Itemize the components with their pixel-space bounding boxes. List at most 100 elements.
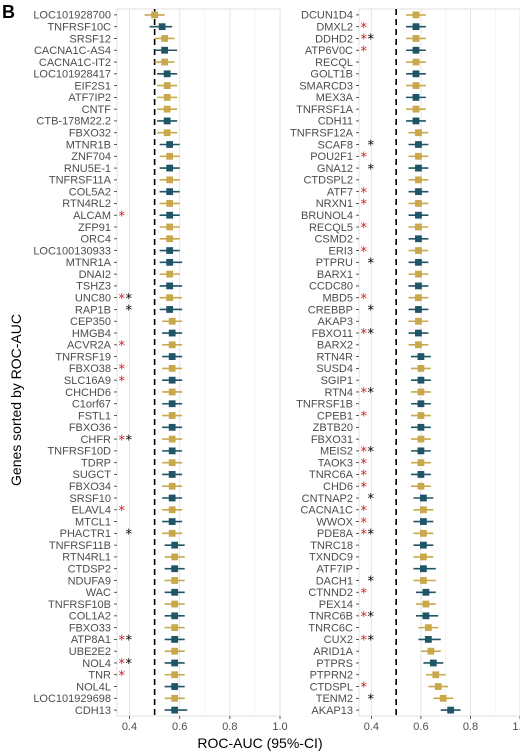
right-auc-point <box>415 200 422 207</box>
right-auc-point <box>417 353 425 361</box>
left-auc-point <box>168 447 176 455</box>
right-gene-label: TNRC18 <box>310 540 353 552</box>
right-gene-label: DCUN1D4 <box>301 10 353 22</box>
right-auc-point <box>417 423 425 431</box>
left-gene-label: COL1A2 <box>69 611 111 623</box>
right-auc-point <box>412 82 420 89</box>
right-auc-point <box>420 506 427 514</box>
left-auc-point <box>158 23 166 31</box>
left-auc-point <box>168 529 176 537</box>
right-auc-point <box>417 388 425 396</box>
right-auc-point <box>424 624 432 632</box>
left-gene-label: LOC101928417 <box>33 69 111 81</box>
right-black-star-marker: * <box>368 634 375 649</box>
right-auc-point <box>415 235 422 243</box>
right-gene-label: WWOX <box>316 516 353 528</box>
left-auc-point <box>168 412 176 419</box>
left-auc-point <box>168 376 176 384</box>
left-gene-label: FBXO32 <box>69 128 111 140</box>
right-auc-point <box>415 282 422 290</box>
left-auc-point <box>171 541 179 549</box>
left-auc-point <box>161 58 169 66</box>
left-red-star-marker: * <box>119 209 126 224</box>
right-black-star-marker: * <box>368 327 375 342</box>
right-black-star-marker: * <box>368 33 375 48</box>
right-red-star-marker: * <box>361 528 368 543</box>
right-auc-point <box>417 400 425 408</box>
left-x-tick-label: 0.4 <box>122 721 137 733</box>
x-axis-title: ROC-AUC (95%-CI) <box>197 735 322 751</box>
right-gene-label: PEX14 <box>319 599 353 611</box>
right-black-star-marker: * <box>368 492 375 507</box>
left-auc-point <box>163 129 171 137</box>
right-auc-point <box>439 694 447 702</box>
right-auc-point <box>415 258 422 266</box>
left-auc-point <box>171 636 179 643</box>
left-auc-point <box>163 117 171 125</box>
right-black-star-marker: * <box>368 386 375 401</box>
right-gene-label: TNRC6C <box>308 622 353 634</box>
left-gene-label: NOL4 <box>82 658 111 670</box>
right-gene-label: ATF7 <box>327 186 353 198</box>
right-gene-label: PTPRU <box>316 257 353 269</box>
right-red-star-marker: * <box>361 445 368 460</box>
left-gene-label: SUGCT <box>73 469 112 481</box>
right-auc-point <box>447 706 455 714</box>
left-gene-label: ELAVL4 <box>71 505 111 517</box>
left-red-star-marker: * <box>119 374 126 389</box>
left-red-star-marker: * <box>119 634 126 649</box>
right-gene-label: CNTNAP2 <box>302 493 353 505</box>
right-red-star-marker: * <box>361 150 368 165</box>
right-gene-label: TNFRSF12A <box>290 128 354 140</box>
right-red-star-marker: * <box>361 586 368 601</box>
right-auc-point <box>415 164 422 172</box>
left-gene-label: FBXO33 <box>69 622 111 634</box>
left-auc-point <box>171 683 179 690</box>
left-auc-point <box>171 600 179 608</box>
left-gene-label: CACNA1C-IT2 <box>39 57 111 69</box>
left-gene-label: CEP350 <box>70 316 111 328</box>
left-auc-point <box>166 247 174 254</box>
right-auc-point <box>412 11 420 19</box>
right-gene-label: CREBBP <box>308 304 353 316</box>
left-gene-label: ZNF704 <box>71 151 111 163</box>
left-auc-point <box>168 435 176 443</box>
right-auc-point <box>417 447 425 455</box>
right-auc-point <box>412 23 420 31</box>
right-auc-point <box>412 117 420 125</box>
right-auc-point <box>417 435 425 443</box>
right-auc-point <box>415 294 422 302</box>
right-auc-point <box>420 553 427 561</box>
right-gene-label: SCAF8 <box>318 139 353 151</box>
left-auc-point <box>166 258 174 266</box>
left-gene-label: C1orf67 <box>72 399 111 411</box>
left-gene-label: TDRP <box>81 457 111 469</box>
right-auc-point <box>412 93 420 101</box>
right-gene-label: CDH11 <box>318 116 353 128</box>
left-auc-point <box>171 588 179 596</box>
left-gene-label: CHFR <box>80 434 111 446</box>
right-auc-point <box>420 518 427 525</box>
right-black-star-marker: * <box>368 528 375 543</box>
y-axis-title: Genes sorted by ROC-AUC <box>8 314 24 486</box>
right-black-star-marker: * <box>368 139 375 154</box>
right-gene-label: BARX1 <box>317 269 353 281</box>
left-red-star-marker: * <box>119 669 126 684</box>
right-panel: 0.40.60.81.0DCUN1D4DMXL2*DDHD2**ATP6V0C*… <box>290 8 520 733</box>
left-gene-label: ATF7IP2 <box>68 92 111 104</box>
right-auc-point <box>415 247 422 254</box>
left-panel: 0.4 0.6 0.8 1.0LOC101928700TNFRSF10CSRSF12C… <box>33 8 288 733</box>
left-red-star-marker: * <box>119 433 126 448</box>
left-gene-label: EIF2S1 <box>74 80 111 92</box>
left-auc-point <box>166 306 174 313</box>
left-auc-point <box>171 706 179 714</box>
left-gene-label: TNFRSF10B <box>48 599 111 611</box>
left-auc-point <box>168 471 176 478</box>
right-gene-label: CCDC80 <box>309 281 353 293</box>
right-gene-label: TNRC6A <box>309 469 354 481</box>
right-x-tick-label: 1.0 <box>512 721 520 733</box>
right-red-star-marker: * <box>361 221 368 236</box>
left-auc-point <box>161 35 169 42</box>
right-black-star-marker: * <box>368 693 375 708</box>
left-auc-point <box>168 506 176 514</box>
